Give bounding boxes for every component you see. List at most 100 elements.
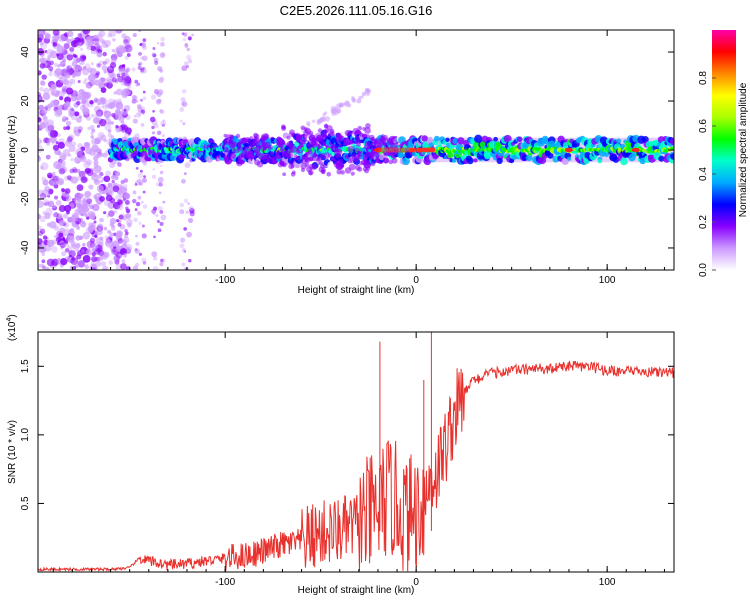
ridge-blob <box>327 161 336 170</box>
ridge-envelope <box>307 142 314 148</box>
noise-blob <box>115 88 123 96</box>
noise-blob <box>42 199 50 206</box>
noise-blob <box>117 204 123 211</box>
noise-blob <box>84 191 91 198</box>
noise-blob <box>59 242 66 249</box>
noise-blob <box>38 245 46 254</box>
noise-blob <box>80 67 84 72</box>
noise-blob <box>98 77 105 84</box>
noise-blob <box>111 113 116 118</box>
noise-blob <box>133 115 137 118</box>
noise-blob <box>64 188 71 194</box>
noise-blob <box>58 166 66 174</box>
noise-blob <box>50 245 58 253</box>
noise-blob <box>49 50 58 59</box>
noise-blob <box>57 258 61 262</box>
noise-blob <box>182 37 187 42</box>
noise-blob <box>139 43 142 47</box>
noise-blob <box>116 219 120 223</box>
noise-blob <box>42 179 49 186</box>
noise-blob <box>112 248 118 253</box>
ridge-envelope <box>306 166 313 173</box>
snr-y-scale-label: (x104) <box>6 314 18 341</box>
noise-blob <box>117 98 122 103</box>
ridge-envelope <box>348 139 355 145</box>
ridge-envelope <box>271 155 278 162</box>
noise-blob <box>86 169 94 176</box>
heatmap-image <box>38 30 674 270</box>
ridge-envelope <box>317 128 323 133</box>
noise-blob <box>92 117 100 124</box>
heatmap-y-axis-label: Frequency (Hz) <box>7 116 18 185</box>
ridge-envelope <box>270 151 274 155</box>
noise-blob <box>141 44 146 49</box>
noise-blob <box>98 82 106 90</box>
noise-blob <box>52 144 60 151</box>
noise-blob <box>42 92 51 101</box>
noise-blob <box>160 120 167 127</box>
noise-blob <box>60 154 67 161</box>
noise-blob <box>58 232 64 238</box>
noise-blob <box>138 63 141 66</box>
noise-blob <box>88 79 95 87</box>
noise-blob <box>38 47 45 56</box>
ridge-envelope <box>365 123 371 129</box>
noise-blob <box>105 104 109 108</box>
noise-blob <box>52 204 57 209</box>
noise-blob <box>97 223 104 230</box>
ridge-envelope <box>281 162 287 168</box>
noise-blob <box>53 212 59 218</box>
noise-blob <box>75 148 83 157</box>
noise-blob <box>82 231 91 240</box>
ridge-envelope <box>326 171 332 177</box>
noise-blob <box>152 206 158 211</box>
noise-blob <box>117 162 122 167</box>
noise-blob <box>180 237 186 243</box>
noise-blob <box>86 45 91 51</box>
noise-blob <box>72 168 78 174</box>
noise-blob <box>118 70 124 75</box>
noise-blob <box>181 102 185 106</box>
strong-spot <box>564 147 573 153</box>
noise-blob <box>54 195 59 200</box>
noise-blob <box>111 179 115 184</box>
noise-blob <box>67 136 73 142</box>
noise-blob <box>113 91 118 95</box>
noise-blob <box>183 32 188 37</box>
ridge-envelope <box>320 163 325 169</box>
noise-blob <box>188 36 192 41</box>
noise-blob <box>118 101 122 105</box>
noise-blob <box>124 228 128 233</box>
noise-blob <box>140 122 145 127</box>
ridge-envelope <box>245 138 252 144</box>
ridge-blob <box>433 135 440 142</box>
noise-blob <box>102 265 109 270</box>
ridge-envelope <box>295 149 301 154</box>
ridge-envelope <box>223 156 228 161</box>
ridge-blob <box>670 153 674 160</box>
noise-blob <box>41 108 48 115</box>
noise-blob <box>159 261 164 267</box>
noise-blob <box>157 65 163 72</box>
ridge-blob <box>658 155 665 162</box>
noise-blob <box>93 97 100 104</box>
noise-blob <box>42 115 49 122</box>
noise-blob <box>132 265 139 270</box>
noise-blob <box>115 30 123 34</box>
noise-blob <box>188 258 192 263</box>
noise-blob <box>159 221 164 226</box>
noise-blob <box>92 263 96 267</box>
noise-blob <box>91 267 96 270</box>
noise-blob <box>138 221 142 225</box>
noise-blob <box>179 209 185 215</box>
chart-title: C2E5.2026.111.05.16.G16 <box>280 3 433 18</box>
noise-blob <box>141 224 145 228</box>
noise-blob <box>75 235 81 241</box>
noise-blob <box>84 92 91 99</box>
ridge-envelope <box>298 143 304 148</box>
noise-blob <box>119 186 125 192</box>
branch-blob <box>364 88 370 94</box>
noise-blob <box>99 196 105 202</box>
noise-blob <box>62 213 69 219</box>
noise-blob <box>86 198 93 205</box>
